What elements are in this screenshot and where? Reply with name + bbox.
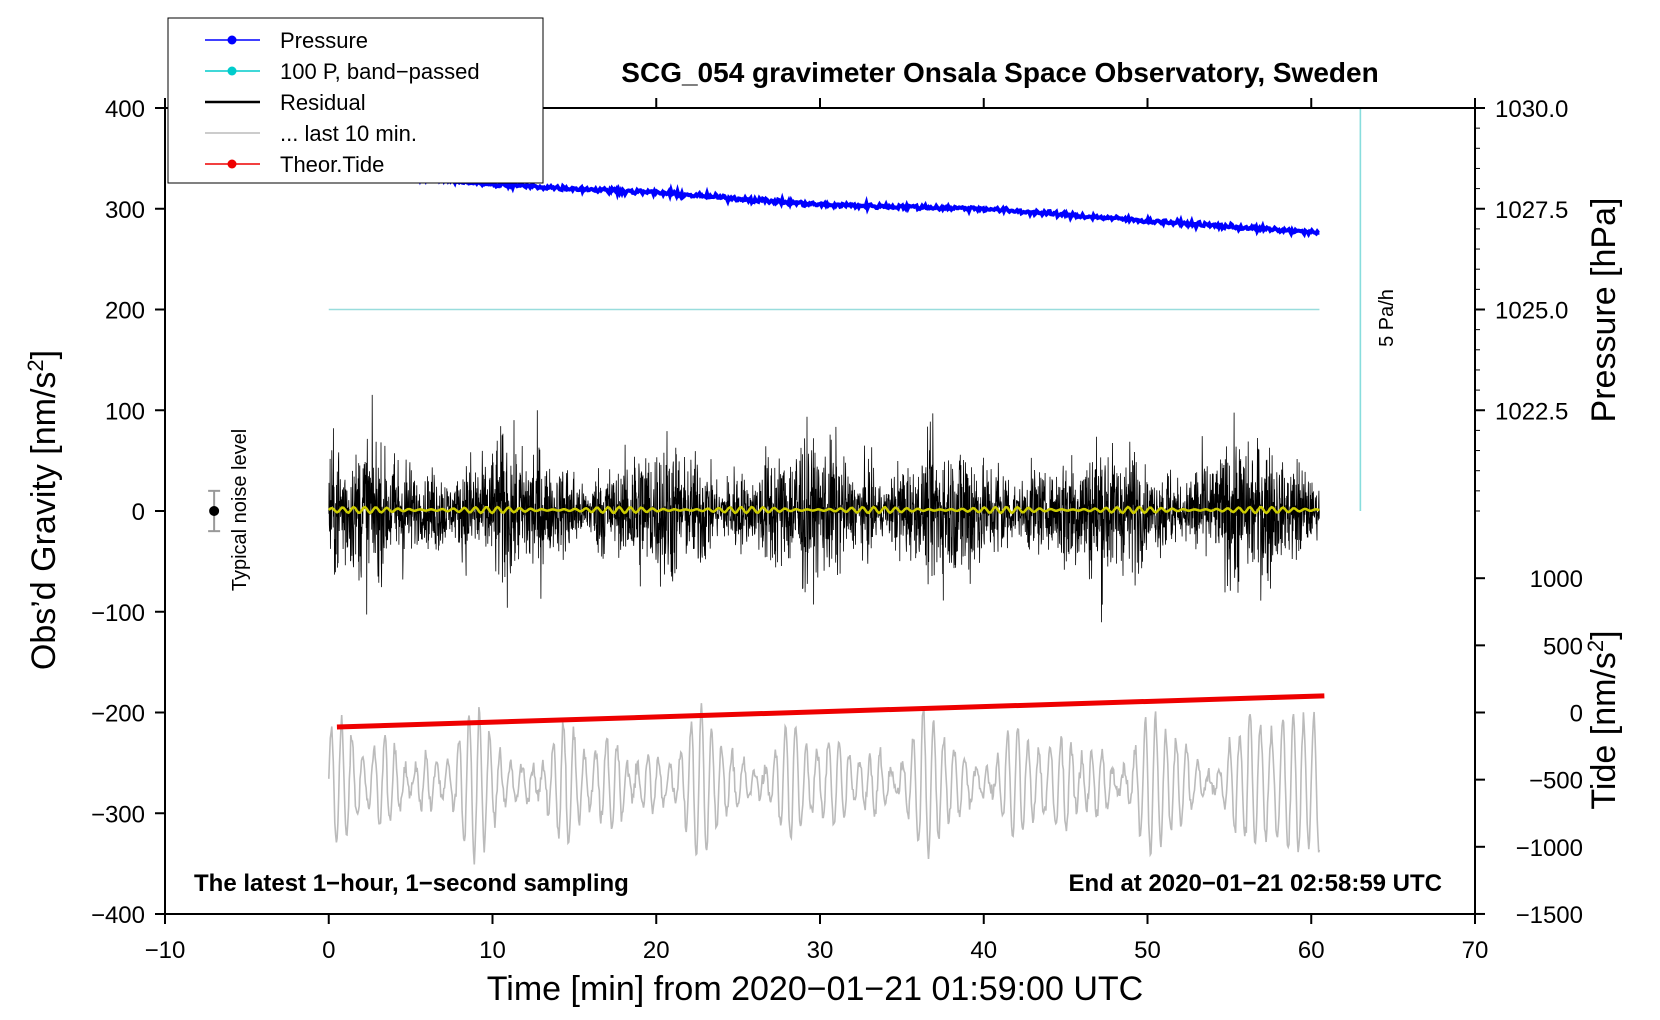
noise-level-label: Typical noise level	[229, 429, 251, 591]
legend-marker	[227, 159, 237, 169]
pressure-tick-label: 1025.0	[1495, 298, 1568, 325]
legend-box	[167, 17, 544, 184]
y-axis-label: Obs’d Gravity [nm/s2]	[23, 350, 63, 670]
pressure-axis-label: Pressure [hPa]	[1585, 198, 1623, 423]
last-10-min-line	[328, 703, 1321, 865]
end-time-note: End at 2020−01−21 02:58:59 UTC	[1068, 870, 1442, 897]
residual-lowpass-series	[327, 505, 1320, 515]
x-tick-label: 50	[1134, 937, 1161, 964]
residual-line	[328, 394, 1320, 623]
y-tick-label: −200	[91, 701, 145, 728]
tide-tick-label: 500	[1543, 633, 1583, 660]
y-axis-ticks: −400 −300 −200 −100 0 100 200 300 400	[91, 96, 165, 929]
legend-marker	[227, 66, 237, 76]
x-tick-label: 70	[1462, 937, 1489, 964]
legend-label: Residual	[280, 90, 366, 115]
x-tick-label: 20	[643, 937, 670, 964]
y-tick-label: 200	[105, 298, 145, 325]
sampling-note: The latest 1−hour, 1−second sampling	[194, 870, 629, 897]
legend-label: 100 P, band−passed	[280, 59, 480, 84]
noise-level-bar	[208, 489, 221, 533]
x-tick-label: 60	[1298, 937, 1325, 964]
legend-items: Pressure 100 P, band−passed Residual ... la…	[205, 28, 480, 177]
tide-line	[336, 693, 1325, 730]
y-tick-label: −300	[91, 801, 145, 828]
noise-level-point	[209, 506, 220, 516]
tide-tick-label: −1500	[1516, 902, 1583, 929]
tide-tick-label: −1000	[1516, 835, 1583, 862]
legend-label: ... last 10 min.	[280, 121, 417, 146]
pressure-line	[335, 160, 1320, 239]
pressure-tick-label: 1030.0	[1495, 96, 1568, 123]
tide-axis-label: Tide [nm/s2]	[1583, 630, 1623, 809]
x-tick-label: 30	[807, 937, 834, 964]
x-tick-label: 0	[322, 937, 335, 964]
last-10-min-series	[328, 703, 1321, 865]
tide-tick-label: 0	[1570, 701, 1583, 728]
tide-tick-label: 1000	[1530, 566, 1583, 593]
y-tick-label: −400	[91, 902, 145, 929]
pressure-tick-label: 1027.5	[1495, 197, 1568, 224]
y-tick-label: −100	[91, 600, 145, 627]
pressure-rate-label: 5 Pa/h	[1376, 289, 1398, 347]
pressure-series	[335, 160, 1320, 239]
legend: Pressure 100 P, band−passed Residual ... la…	[167, 17, 544, 184]
x-tick-label: −10	[145, 937, 186, 964]
y-tick-label: 400	[105, 96, 145, 123]
legend-label: Theor.Tide	[280, 152, 384, 177]
x-axis-label: Time [min] from 2020−01−21 01:59:00 UTC	[487, 970, 1143, 1008]
pressure-axis-ticks: 1022.5 1025.0 1027.5 1030.0	[1475, 96, 1568, 512]
legend-marker	[227, 35, 237, 45]
y-tick-label: 0	[132, 499, 145, 526]
tide-axis-ticks: −1500 −1000 −500 0 500 1000	[1475, 566, 1583, 929]
y-tick-label: 300	[105, 197, 145, 224]
x-tick-label: 40	[970, 937, 997, 964]
x-tick-label: 10	[479, 937, 506, 964]
chart-title: SCG_054 gravimeter Onsala Space Observat…	[621, 57, 1378, 88]
tide-tick-label: −500	[1529, 768, 1583, 795]
residual-lowpass-line	[327, 505, 1320, 515]
pressure-tick-label: 1022.5	[1495, 398, 1568, 425]
legend-label: Pressure	[280, 28, 368, 53]
y-tick-label: 100	[105, 398, 145, 425]
theoretical-tide-series	[336, 693, 1325, 730]
residual-series	[328, 394, 1320, 623]
